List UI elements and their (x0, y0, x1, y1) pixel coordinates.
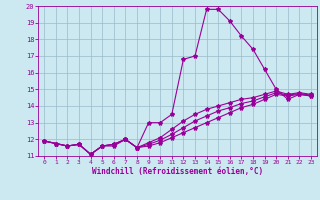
X-axis label: Windchill (Refroidissement éolien,°C): Windchill (Refroidissement éolien,°C) (92, 167, 263, 176)
